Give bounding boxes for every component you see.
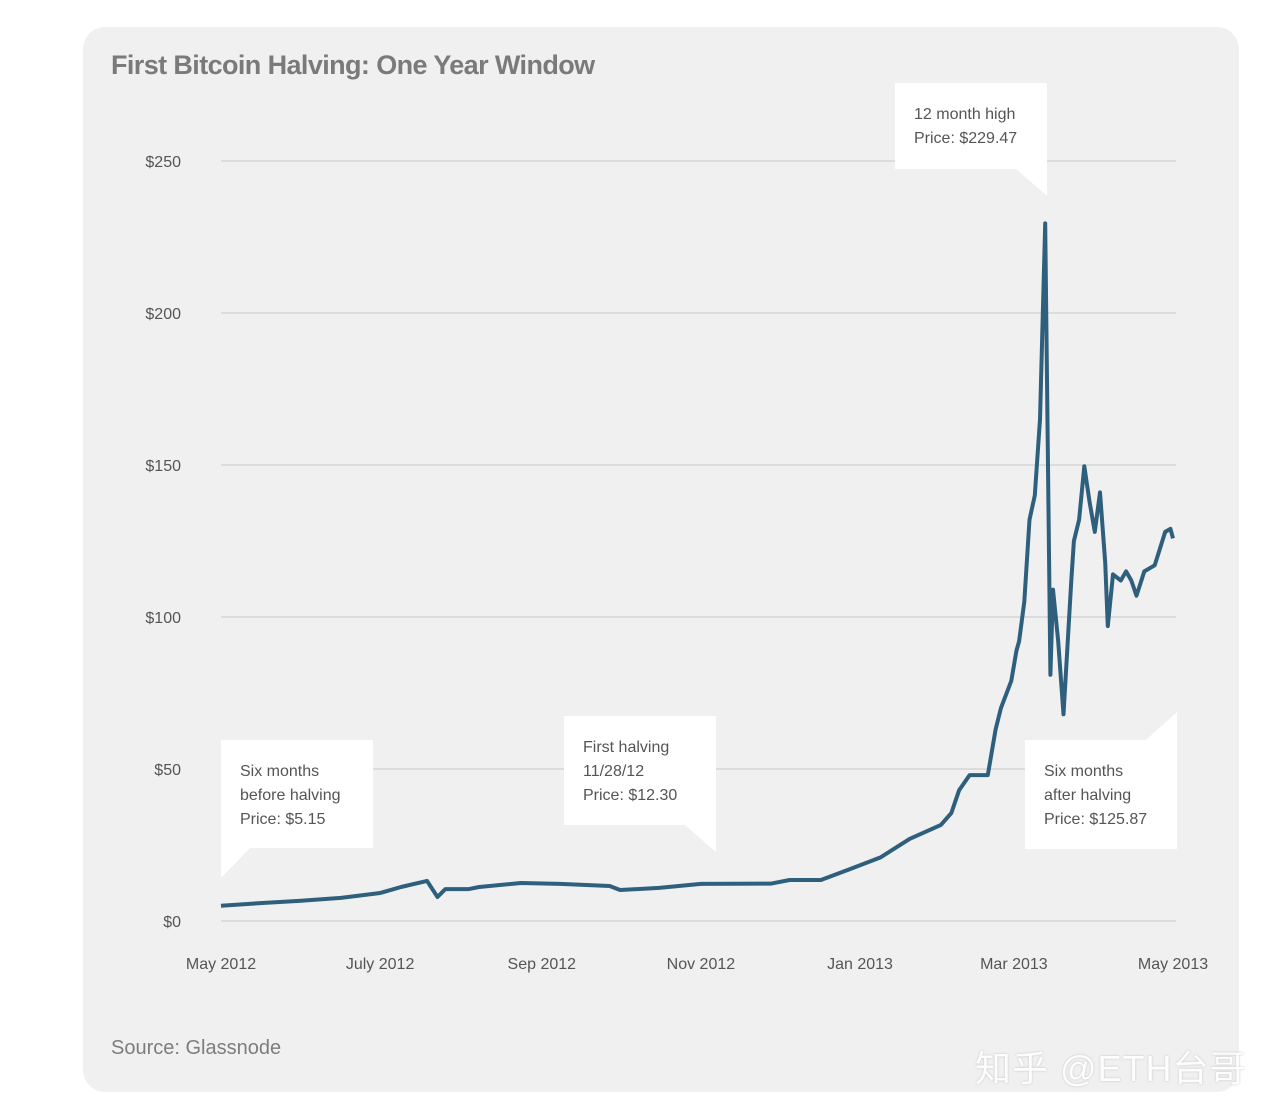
annotation-line: Price: $12.30 (583, 787, 678, 804)
annotation-line: Six months (1044, 763, 1124, 780)
annotation-line: 12 month high (914, 106, 1016, 123)
y-tick-label: $50 (154, 762, 181, 779)
x-tick-label: July 2012 (346, 956, 415, 973)
annotation-line: after halving (1044, 787, 1132, 804)
annotation-line: before halving (240, 787, 341, 804)
annotation-tail (221, 848, 250, 878)
x-tick-label: Jan 2013 (827, 956, 893, 973)
annotation-tail (685, 825, 716, 852)
annotation-line: Price: $125.87 (1044, 811, 1148, 828)
y-tick-label: $250 (145, 154, 181, 171)
x-tick-label: May 2013 (1138, 956, 1208, 973)
watermark: 知乎 @ETH台哥 (975, 1048, 1247, 1089)
annotation-tail (1146, 712, 1177, 740)
annotation-line: 11/28/12 (583, 763, 645, 780)
y-tick-label: $0 (163, 914, 181, 931)
annotation-tail (1016, 169, 1047, 196)
annotation-12-month-high: 12 month high Price: $229.47 (895, 83, 1047, 169)
annotation-before-halving: Six months before halving Price: $5.15 (221, 740, 373, 848)
x-tick-label: Sep 2012 (508, 956, 577, 973)
y-tick-label: $200 (145, 306, 181, 323)
annotation-first-halving: First halving 11/28/12 Price: $12.30 (564, 716, 716, 825)
x-tick-label: Nov 2012 (667, 956, 736, 973)
y-tick-label: $100 (145, 610, 181, 627)
y-tick-label: $150 (145, 458, 181, 475)
x-tick-label: May 2012 (186, 956, 256, 973)
price-line (220, 221, 1175, 908)
annotation-line: Price: $5.15 (240, 811, 326, 828)
x-tick-label: Mar 2013 (980, 956, 1048, 973)
annotation-after-halving: Six months after halving Price: $125.87 (1025, 740, 1177, 849)
annotation-line: Six months (240, 763, 320, 780)
annotation-line: Price: $229.47 (914, 130, 1018, 147)
source-note: Source: Glassnode (111, 1037, 282, 1059)
chart-title: First Bitcoin Halving: One Year Window (111, 50, 595, 80)
chart-card (83, 27, 1239, 1092)
annotation-line: First halving (583, 739, 670, 756)
